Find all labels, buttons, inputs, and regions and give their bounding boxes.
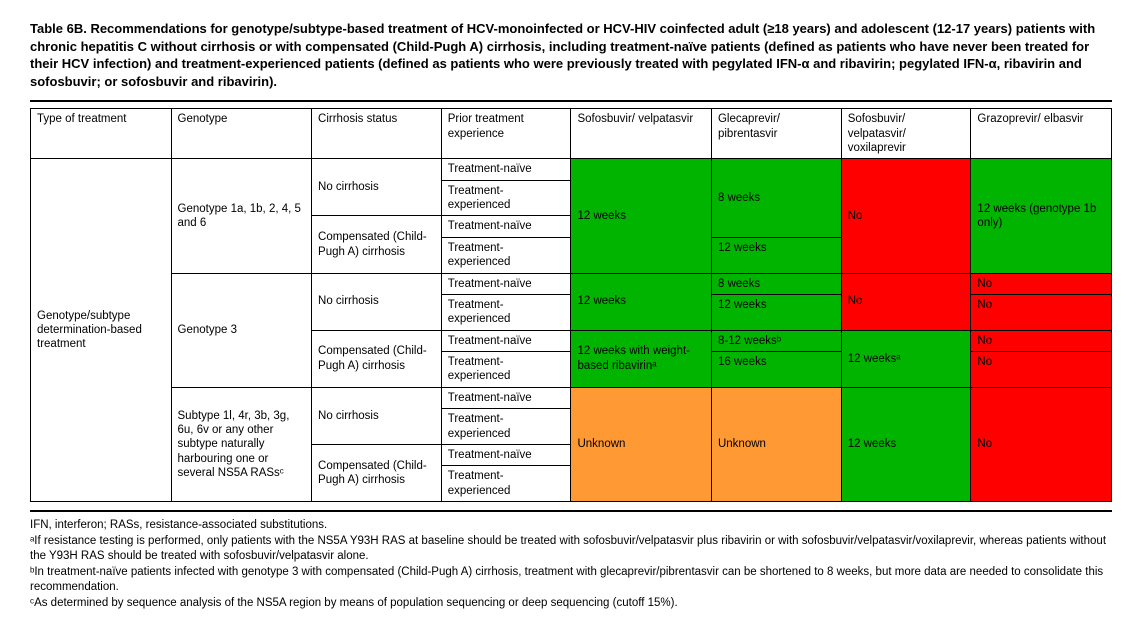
prior-cell: Treatment-experienced [441, 180, 571, 216]
prior-cell: Treatment-naïve [441, 330, 571, 351]
col-prior: Prior treatment experience [441, 109, 571, 159]
footnote-a: ᵃIf resistance testing is performed, onl… [30, 534, 1112, 565]
drug-cell: 8 weeks [711, 159, 841, 238]
footnote-b: ᵇIn treatment-naïve patients infected wi… [30, 565, 1112, 596]
drug-cell: 12 weeksᵃ [841, 330, 971, 387]
drug-cell: No [841, 273, 971, 330]
treatment-table: Type of treatment Genotype Cirrhosis sta… [30, 108, 1112, 502]
drug-cell: No [971, 387, 1112, 501]
prior-cell: Treatment-experienced [441, 294, 571, 330]
col-type: Type of treatment [31, 109, 172, 159]
prior-cell: Treatment-naïve [441, 444, 571, 465]
drug-cell: 8 weeks [711, 273, 841, 294]
drug-cell: Unknown [571, 387, 712, 501]
footnote-c: ᶜAs determined by sequence analysis of t… [30, 596, 1112, 612]
drug-cell: No [841, 159, 971, 273]
cirrhosis-cell: No cirrhosis [312, 273, 442, 330]
header-row: Type of treatment Genotype Cirrhosis sta… [31, 109, 1112, 159]
prior-cell: Treatment-experienced [441, 237, 571, 273]
table-row: Genotype/subtype determination-based tre… [31, 159, 1112, 180]
table-caption: Table 6B. Recommendations for genotype/s… [30, 20, 1112, 90]
col-cirrhosis: Cirrhosis status [312, 109, 442, 159]
drug-cell: 12 weeks [841, 387, 971, 501]
prior-cell: Treatment-naïve [441, 387, 571, 408]
col-gle-pib: Glecaprevir/ pibrentasvir [711, 109, 841, 159]
drug-cell: No [971, 330, 1112, 351]
treatment-type-cell: Genotype/subtype determination-based tre… [31, 159, 172, 502]
table-row: Subtype 1l, 4r, 3b, 3g, 6u, 6v or any ot… [31, 387, 1112, 408]
prior-cell: Treatment-experienced [441, 466, 571, 502]
cirrhosis-cell: Compensated (Child-Pugh A) cirrhosis [312, 216, 442, 273]
prior-cell: Treatment-naïve [441, 159, 571, 180]
footnote-abbr: IFN, interferon; RASs, resistance-associ… [30, 518, 1112, 534]
drug-cell: 8-12 weeksᵇ [711, 330, 841, 351]
col-genotype: Genotype [171, 109, 312, 159]
drug-cell: 12 weeks [571, 273, 712, 330]
drug-cell: 12 weeks [711, 237, 841, 273]
table-row: Genotype 3 No cirrhosis Treatment-naïve … [31, 273, 1112, 294]
genotype-cell: Subtype 1l, 4r, 3b, 3g, 6u, 6v or any ot… [171, 387, 312, 501]
drug-cell: No [971, 294, 1112, 330]
top-rule [30, 100, 1112, 102]
drug-cell: 12 weeks (genotype 1b only) [971, 159, 1112, 273]
cirrhosis-cell: Compensated (Child-Pugh A) cirrhosis [312, 330, 442, 387]
genotype-cell: Genotype 1a, 1b, 2, 4, 5 and 6 [171, 159, 312, 273]
cirrhosis-cell: No cirrhosis [312, 159, 442, 216]
col-gra-elb: Grazoprevir/ elbasvir [971, 109, 1112, 159]
cirrhosis-cell: Compensated (Child-Pugh A) cirrhosis [312, 444, 442, 501]
prior-cell: Treatment-experienced [441, 409, 571, 445]
drug-cell: No [971, 273, 1112, 294]
drug-cell: 12 weeks with weight-based ribavirinᵃ [571, 330, 712, 387]
drug-cell: 16 weeks [711, 352, 841, 388]
cirrhosis-cell: No cirrhosis [312, 387, 442, 444]
prior-cell: Treatment-experienced [441, 352, 571, 388]
genotype-cell: Genotype 3 [171, 273, 312, 387]
col-sof-vel-vox: Sofosbuvir/ velpatasvir/ voxilaprevir [841, 109, 971, 159]
drug-cell: 12 weeks [571, 159, 712, 273]
drug-cell: 12 weeks [711, 294, 841, 330]
drug-cell: No [971, 352, 1112, 388]
drug-cell: Unknown [711, 387, 841, 501]
bottom-rule [30, 510, 1112, 512]
col-sof-vel: Sofosbuvir/ velpatasvir [571, 109, 712, 159]
footnotes: IFN, interferon; RASs, resistance-associ… [30, 518, 1112, 611]
prior-cell: Treatment-naïve [441, 273, 571, 294]
prior-cell: Treatment-naïve [441, 216, 571, 237]
